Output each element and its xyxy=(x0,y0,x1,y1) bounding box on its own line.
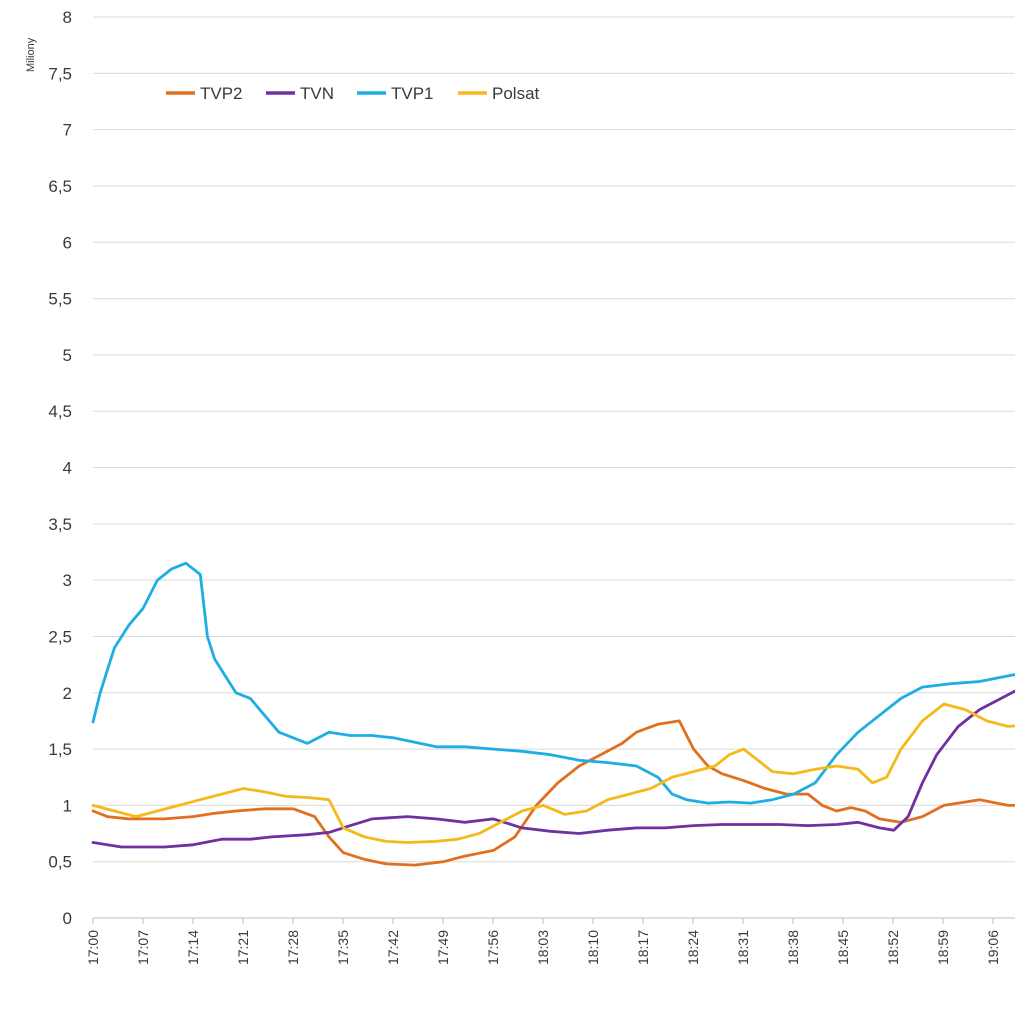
x-tick-label: 18:38 xyxy=(785,930,801,965)
legend: TVP2 TVN TVP1 Polsat xyxy=(166,84,540,103)
legend-item-tvp2: TVP2 xyxy=(166,84,243,103)
grid-lines xyxy=(93,16,1015,919)
x-tick-label: 19:06 xyxy=(985,930,1001,965)
x-tick-label: 17:35 xyxy=(335,930,351,965)
y-axis-ticks: 0 0,5 1 1,5 2 2,5 3 3,5 4 4,5 5 5,5 6 6,5 7 7,5 8 xyxy=(48,8,72,928)
x-tick-label: 17:56 xyxy=(485,930,501,965)
legend-label-polsat: Polsat xyxy=(492,84,540,103)
x-tick-label: 17:21 xyxy=(235,930,251,965)
y-tick-label: 6 xyxy=(63,233,72,252)
x-tick-label: 17:00 xyxy=(85,930,101,965)
y-tick-label: 2,5 xyxy=(48,627,72,646)
y-tick-label: 6,5 xyxy=(48,177,72,196)
y-tick-label: 5 xyxy=(63,346,72,365)
y-tick-label: 2 xyxy=(63,684,72,703)
series-line-tvn xyxy=(91,689,1015,849)
y-tick-label: 3 xyxy=(63,571,72,590)
series-line-polsat xyxy=(91,702,1015,844)
y-tick-label: 8 xyxy=(63,8,72,27)
y-tick-label: 0,5 xyxy=(48,853,72,872)
x-tick-label: 17:49 xyxy=(435,930,451,965)
legend-label-tvp1: TVP1 xyxy=(391,84,434,103)
y-tick-label: 3,5 xyxy=(48,515,72,534)
x-tick-label: 17:07 xyxy=(135,930,151,965)
series-line-tvp1 xyxy=(91,561,1015,805)
legend-label-tvp2: TVP2 xyxy=(200,84,243,103)
x-tick-label: 18:17 xyxy=(635,930,651,965)
x-tick-label: 18:03 xyxy=(535,930,551,965)
legend-label-tvn: TVN xyxy=(300,84,334,103)
x-tick-label: 18:31 xyxy=(735,930,751,965)
legend-item-tvn: TVN xyxy=(266,84,334,103)
legend-item-polsat: Polsat xyxy=(458,84,540,103)
series-lines xyxy=(91,561,1015,867)
y-tick-label: 4,5 xyxy=(48,402,72,421)
y-tick-label: 7,5 xyxy=(48,64,72,83)
x-axis-ticks: 17:00 17:07 17:14 17:21 17:28 17:35 17:42 17:49… xyxy=(85,918,1001,965)
y-tick-label: 7 xyxy=(63,121,72,140)
y-tick-label: 1,5 xyxy=(48,740,72,759)
series-line-tvp2 xyxy=(91,719,1015,867)
x-tick-label: 17:28 xyxy=(285,930,301,965)
x-tick-label: 17:42 xyxy=(385,930,401,965)
x-tick-label: 18:59 xyxy=(935,930,951,965)
x-tick-label: 18:24 xyxy=(685,930,701,965)
y-tick-label: 0 xyxy=(63,909,72,928)
legend-item-tvp1: TVP1 xyxy=(357,84,434,103)
x-tick-label: 18:10 xyxy=(585,930,601,965)
x-tick-label: 18:52 xyxy=(885,930,901,965)
x-tick-label: 18:45 xyxy=(835,930,851,965)
y-axis-label: Miliony xyxy=(25,37,37,72)
y-tick-label: 4 xyxy=(63,459,72,478)
y-tick-label: 1 xyxy=(63,796,72,815)
y-tick-label: 5,5 xyxy=(48,290,72,309)
x-tick-label: 17:14 xyxy=(185,930,201,965)
